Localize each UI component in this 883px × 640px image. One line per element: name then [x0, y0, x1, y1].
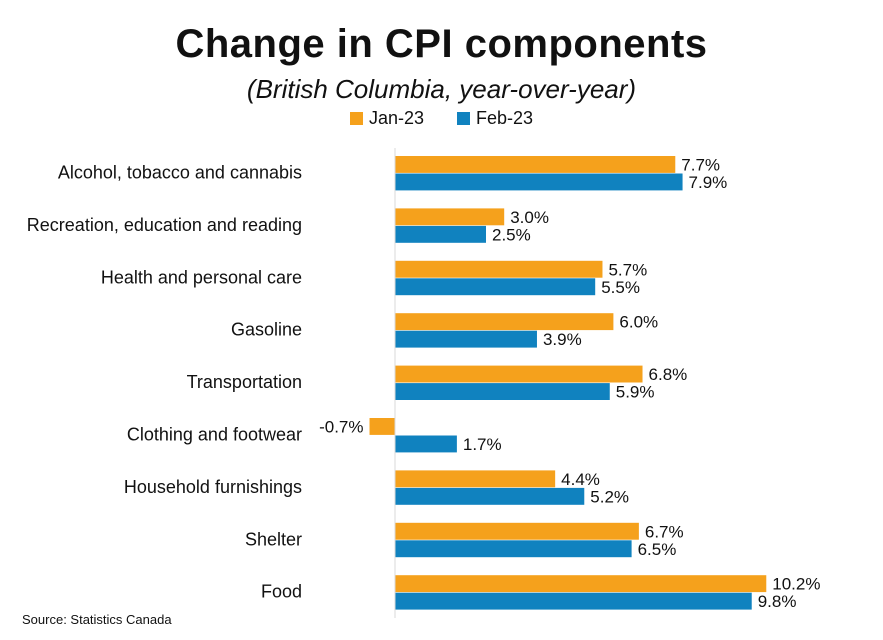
bar-feb-23: [395, 330, 537, 348]
data-label: 2.5%: [492, 225, 531, 244]
data-label: 7.7%: [681, 156, 720, 175]
bar-feb-23: [395, 173, 683, 191]
bar-feb-23: [395, 540, 632, 558]
bar-jan-23: [395, 208, 505, 226]
data-label: 5.5%: [601, 278, 640, 297]
data-label: 1.7%: [463, 435, 502, 454]
legend: Jan-23 Feb-23: [0, 108, 883, 130]
bar-jan-23: [395, 313, 614, 331]
bar-jan-23: [369, 418, 395, 435]
bar-jan-23: [395, 156, 676, 173]
bar-jan-23: [395, 575, 767, 593]
bar-feb-23: [395, 383, 610, 400]
data-label: -0.7%: [319, 418, 363, 437]
category-label: Transportation: [187, 372, 302, 392]
category-label: Food: [261, 582, 302, 602]
data-label: 6.0%: [619, 313, 658, 332]
legend-item-jan: Jan-23: [349, 108, 424, 129]
bar-feb-23: [395, 592, 752, 610]
legend-label-jan: Jan-23: [368, 108, 424, 128]
bar-feb-23: [395, 278, 596, 296]
data-label: 3.9%: [543, 330, 582, 349]
source-note: Source: Statistics Canada: [22, 612, 172, 627]
category-label: Alcohol, tobacco and cannabis: [58, 163, 302, 183]
data-label: 5.9%: [616, 383, 655, 402]
data-label: 6.5%: [638, 540, 677, 559]
legend-label-feb: Feb-23: [476, 108, 534, 128]
data-label: 7.9%: [689, 173, 728, 192]
data-label: 6.8%: [649, 365, 688, 384]
bar-jan-23: [395, 260, 603, 278]
category-label: Health and personal care: [101, 267, 302, 287]
data-label: 9.8%: [758, 592, 797, 611]
bar-jan-23: [395, 522, 639, 540]
category-label: Recreation, education and reading: [27, 215, 302, 235]
data-label: 3.0%: [510, 208, 549, 227]
bar-feb-23: [395, 487, 585, 505]
legend-item-feb: Feb-23: [457, 108, 533, 129]
category-label: Gasoline: [231, 320, 302, 340]
data-label: 6.7%: [645, 522, 684, 541]
bar-jan-23: [395, 470, 556, 488]
legend-swatch-jan: [349, 112, 363, 125]
data-label: 10.2%: [772, 575, 820, 594]
chart-title: Change in CPI components: [175, 22, 708, 66]
category-label: Household furnishings: [124, 477, 302, 497]
data-label: 5.7%: [608, 260, 647, 279]
category-label: Clothing and footwear: [127, 425, 302, 445]
bar-feb-23: [395, 435, 457, 453]
legend-swatch-feb: [457, 112, 470, 125]
chart-subtitle: (British Columbia, year-over-year): [246, 74, 637, 104]
category-label: Shelter: [245, 529, 302, 549]
bar-jan-23: [395, 365, 643, 383]
data-label: 4.4%: [561, 470, 600, 489]
bar-feb-23: [395, 225, 486, 243]
data-label: 5.2%: [590, 487, 629, 506]
